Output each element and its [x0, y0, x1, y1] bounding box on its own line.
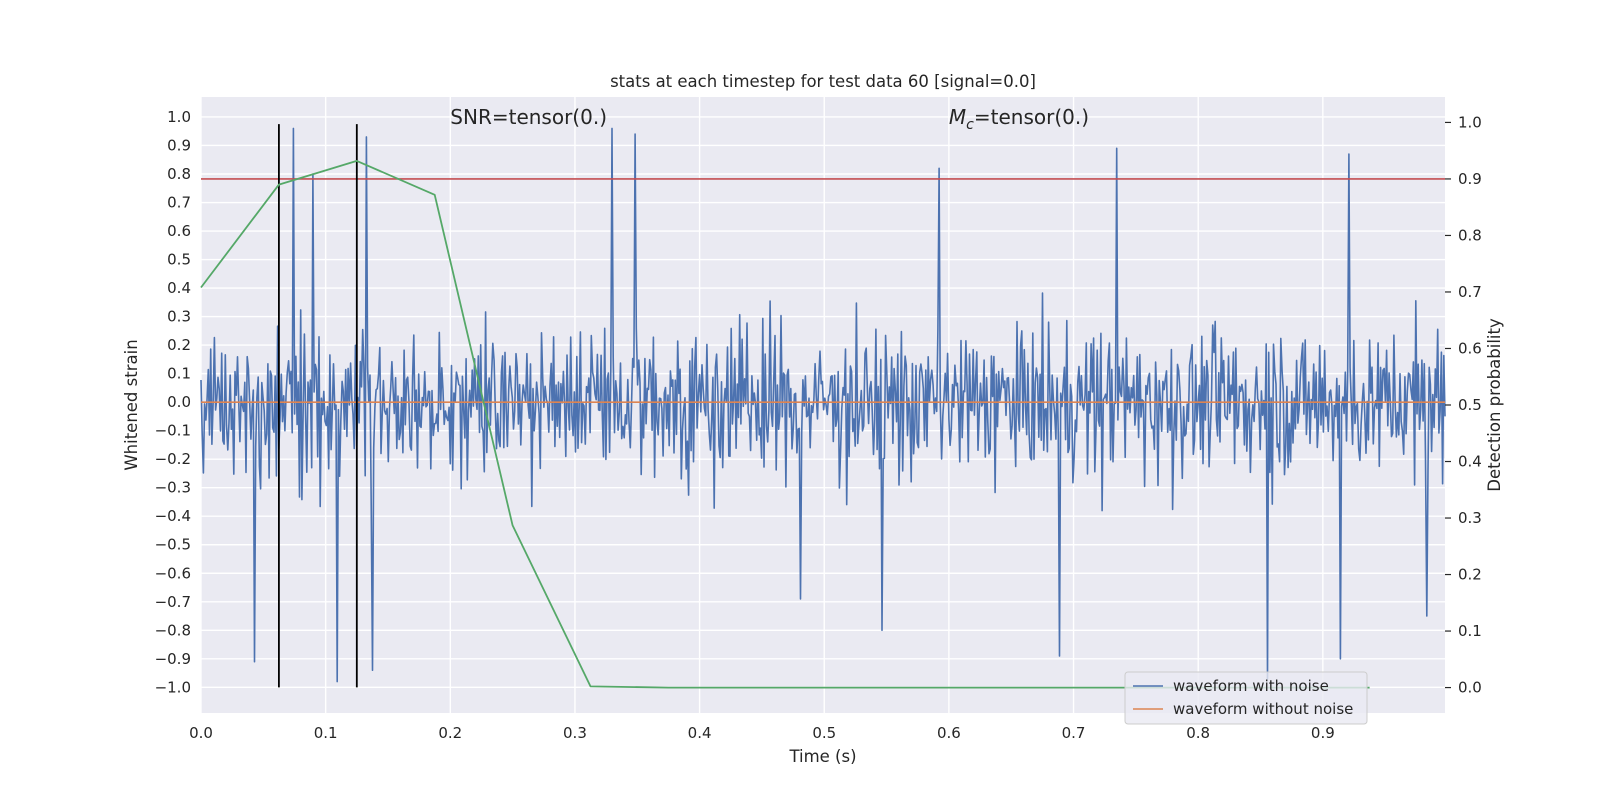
- y-tick-label: 0.3: [167, 308, 191, 326]
- y-right-tick-label: 0.6: [1458, 339, 1482, 357]
- x-tick-label: 0.7: [1062, 724, 1086, 742]
- x-tick-label: 0.4: [688, 724, 712, 742]
- mc-value: =tensor(0.): [974, 105, 1089, 129]
- x-tick-label: 0.1: [314, 724, 338, 742]
- y-tick-label: 0.8: [167, 165, 191, 183]
- y-right-tick-label: 0.1: [1458, 622, 1482, 640]
- y-tick-label: 0.5: [167, 251, 191, 269]
- y-tick-label: −1.0: [155, 678, 191, 696]
- y-right-tick-label: 0.5: [1458, 396, 1482, 414]
- y-tick-label: −0.6: [155, 564, 191, 582]
- y-tick-label: −0.2: [155, 450, 191, 468]
- y-tick-label: −0.7: [155, 593, 191, 611]
- y-right-axis-label: Detection probability: [1485, 318, 1504, 492]
- snr-annotation: SNR=tensor(0.): [450, 105, 607, 129]
- y-tick-label: 0.9: [167, 136, 191, 154]
- legend-label-noise: waveform with noise: [1173, 677, 1329, 695]
- y-tick-label: 0.1: [167, 365, 191, 383]
- y-tick-label: 1.0: [167, 108, 191, 126]
- ticks: 0.0 0.1 0.2 0.3 0.4 0.5 0.6 0.7 0.8 0.9 1.0 0.9 0.8 0…: [155, 108, 1482, 742]
- y-tick-label: −0.9: [155, 650, 191, 668]
- mc-annotation: Mc=tensor(0.): [949, 105, 1089, 133]
- y-tick-label: 0.4: [167, 279, 191, 297]
- y-tick-label: 0.7: [167, 194, 191, 212]
- legend-label-clean: waveform without noise: [1173, 700, 1353, 718]
- y-tick-label: 0.0: [167, 393, 191, 411]
- y-tick-label: 0.2: [167, 336, 191, 354]
- y-tick-label: −0.5: [155, 536, 191, 554]
- x-tick-label: 0.8: [1186, 724, 1210, 742]
- y-tick-label: −0.8: [155, 621, 191, 639]
- x-tick-label: 0.3: [563, 724, 587, 742]
- x-tick-label: 0.5: [812, 724, 836, 742]
- y-tick-label: −0.3: [155, 479, 191, 497]
- x-tick-label: 0.6: [937, 724, 961, 742]
- y-right-tick-label: 1.0: [1458, 113, 1482, 131]
- y-tick-label: 0.6: [167, 222, 191, 240]
- y-right-tick-label: 0.3: [1458, 509, 1482, 527]
- y-right-tick-label: 0.7: [1458, 283, 1482, 301]
- y-right-tick-label: 0.4: [1458, 453, 1482, 471]
- legend: waveform with noise waveform without noi…: [1124, 671, 1368, 725]
- y-right-tick-label: 0.0: [1458, 679, 1482, 697]
- y-right-tick-label: 0.9: [1458, 170, 1482, 188]
- mc-subscript: c: [966, 117, 974, 133]
- x-tick-label: 0.2: [438, 724, 462, 742]
- y-right-tick-label: 0.2: [1458, 566, 1482, 584]
- mc-symbol: M: [949, 105, 966, 129]
- legend-box: [1124, 671, 1368, 725]
- y-tick-label: −0.1: [155, 422, 191, 440]
- y-axis-label: Whitened strain: [122, 339, 141, 470]
- y-tick-label: −0.4: [155, 507, 191, 525]
- x-tick-label: 0.9: [1311, 724, 1335, 742]
- x-tick-label: 0.0: [189, 724, 213, 742]
- x-axis-label: Time (s): [788, 747, 856, 766]
- chart-title: stats at each timestep for test data 60 …: [610, 72, 1036, 91]
- y-right-tick-label: 0.8: [1458, 226, 1482, 244]
- series-waveform-with-noise: [200, 127, 1446, 683]
